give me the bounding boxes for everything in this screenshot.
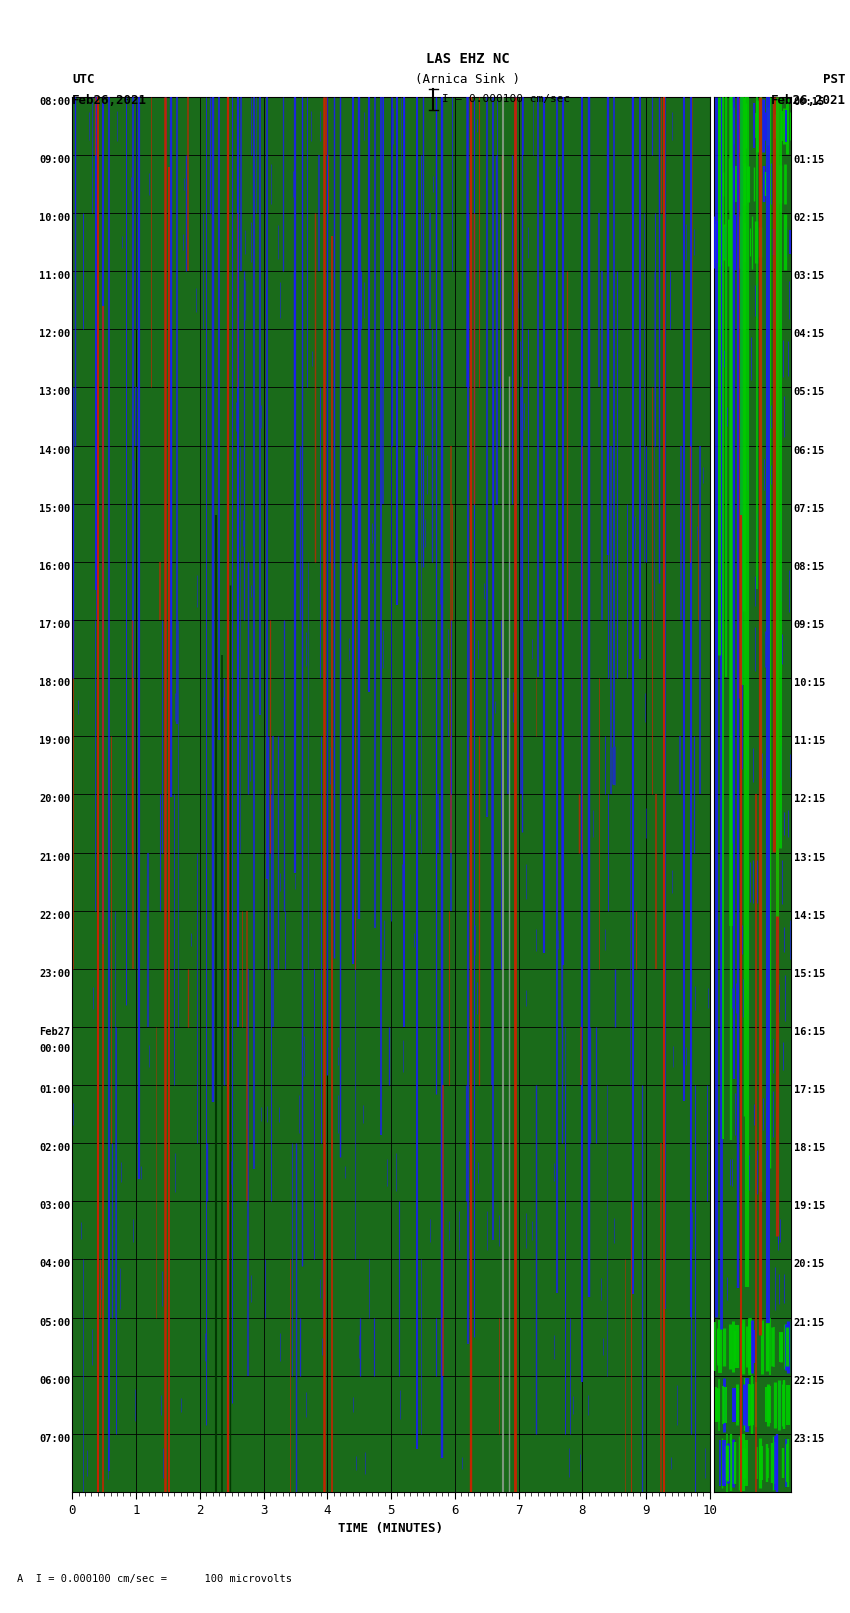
Text: 05:15: 05:15 xyxy=(794,387,824,397)
Text: 11:15: 11:15 xyxy=(794,736,824,747)
Text: 23:15: 23:15 xyxy=(794,1434,824,1444)
Text: 19:00: 19:00 xyxy=(39,736,71,747)
Text: 13:15: 13:15 xyxy=(794,853,824,863)
Text: 16:15: 16:15 xyxy=(794,1027,824,1037)
Text: A  I = 0.000100 cm/sec =      100 microvolts: A I = 0.000100 cm/sec = 100 microvolts xyxy=(17,1574,292,1584)
Text: 07:15: 07:15 xyxy=(794,503,824,513)
Text: 05:00: 05:00 xyxy=(39,1318,71,1327)
Text: 10:15: 10:15 xyxy=(794,677,824,689)
Text: (Arnica Sink ): (Arnica Sink ) xyxy=(415,73,520,85)
Text: 14:15: 14:15 xyxy=(794,911,824,921)
Text: 04:00: 04:00 xyxy=(39,1260,71,1269)
Text: 00:15: 00:15 xyxy=(794,97,824,106)
Text: 20:00: 20:00 xyxy=(39,794,71,805)
Text: 08:15: 08:15 xyxy=(794,561,824,573)
Text: 15:15: 15:15 xyxy=(794,969,824,979)
Text: 15:00: 15:00 xyxy=(39,503,71,513)
Text: 01:00: 01:00 xyxy=(39,1086,71,1095)
Text: 02:15: 02:15 xyxy=(794,213,824,223)
Text: 18:00: 18:00 xyxy=(39,677,71,689)
Text: 21:00: 21:00 xyxy=(39,853,71,863)
Text: 17:15: 17:15 xyxy=(794,1086,824,1095)
Text: 10:00: 10:00 xyxy=(39,213,71,223)
Text: 09:00: 09:00 xyxy=(39,155,71,165)
Text: 14:00: 14:00 xyxy=(39,445,71,455)
Text: 17:00: 17:00 xyxy=(39,619,71,631)
Text: 19:15: 19:15 xyxy=(794,1202,824,1211)
Text: 11:00: 11:00 xyxy=(39,271,71,281)
Text: 07:00: 07:00 xyxy=(39,1434,71,1444)
Text: PST: PST xyxy=(824,73,846,85)
X-axis label: TIME (MINUTES): TIME (MINUTES) xyxy=(338,1523,444,1536)
Text: 22:15: 22:15 xyxy=(794,1376,824,1386)
Text: 00:00: 00:00 xyxy=(39,1044,71,1053)
Text: 06:15: 06:15 xyxy=(794,445,824,455)
Text: 12:00: 12:00 xyxy=(39,329,71,339)
Text: 23:00: 23:00 xyxy=(39,969,71,979)
Text: 02:00: 02:00 xyxy=(39,1144,71,1153)
Text: 08:00: 08:00 xyxy=(39,97,71,106)
Text: 16:00: 16:00 xyxy=(39,561,71,573)
Text: 21:15: 21:15 xyxy=(794,1318,824,1327)
Text: 03:15: 03:15 xyxy=(794,271,824,281)
Text: Feb27: Feb27 xyxy=(39,1027,71,1037)
Text: 22:00: 22:00 xyxy=(39,911,71,921)
Text: 04:15: 04:15 xyxy=(794,329,824,339)
Text: Feb26,2021: Feb26,2021 xyxy=(771,94,846,106)
Text: Feb26,2021: Feb26,2021 xyxy=(72,94,147,106)
Text: 06:00: 06:00 xyxy=(39,1376,71,1386)
Text: LAS EHZ NC: LAS EHZ NC xyxy=(426,52,509,66)
Text: UTC: UTC xyxy=(72,73,94,85)
Text: 12:15: 12:15 xyxy=(794,794,824,805)
Text: 09:15: 09:15 xyxy=(794,619,824,631)
Text: 18:15: 18:15 xyxy=(794,1144,824,1153)
Text: I = 0.000100 cm/sec: I = 0.000100 cm/sec xyxy=(442,94,570,105)
Text: 03:00: 03:00 xyxy=(39,1202,71,1211)
Text: 13:00: 13:00 xyxy=(39,387,71,397)
Text: 01:15: 01:15 xyxy=(794,155,824,165)
Text: 20:15: 20:15 xyxy=(794,1260,824,1269)
